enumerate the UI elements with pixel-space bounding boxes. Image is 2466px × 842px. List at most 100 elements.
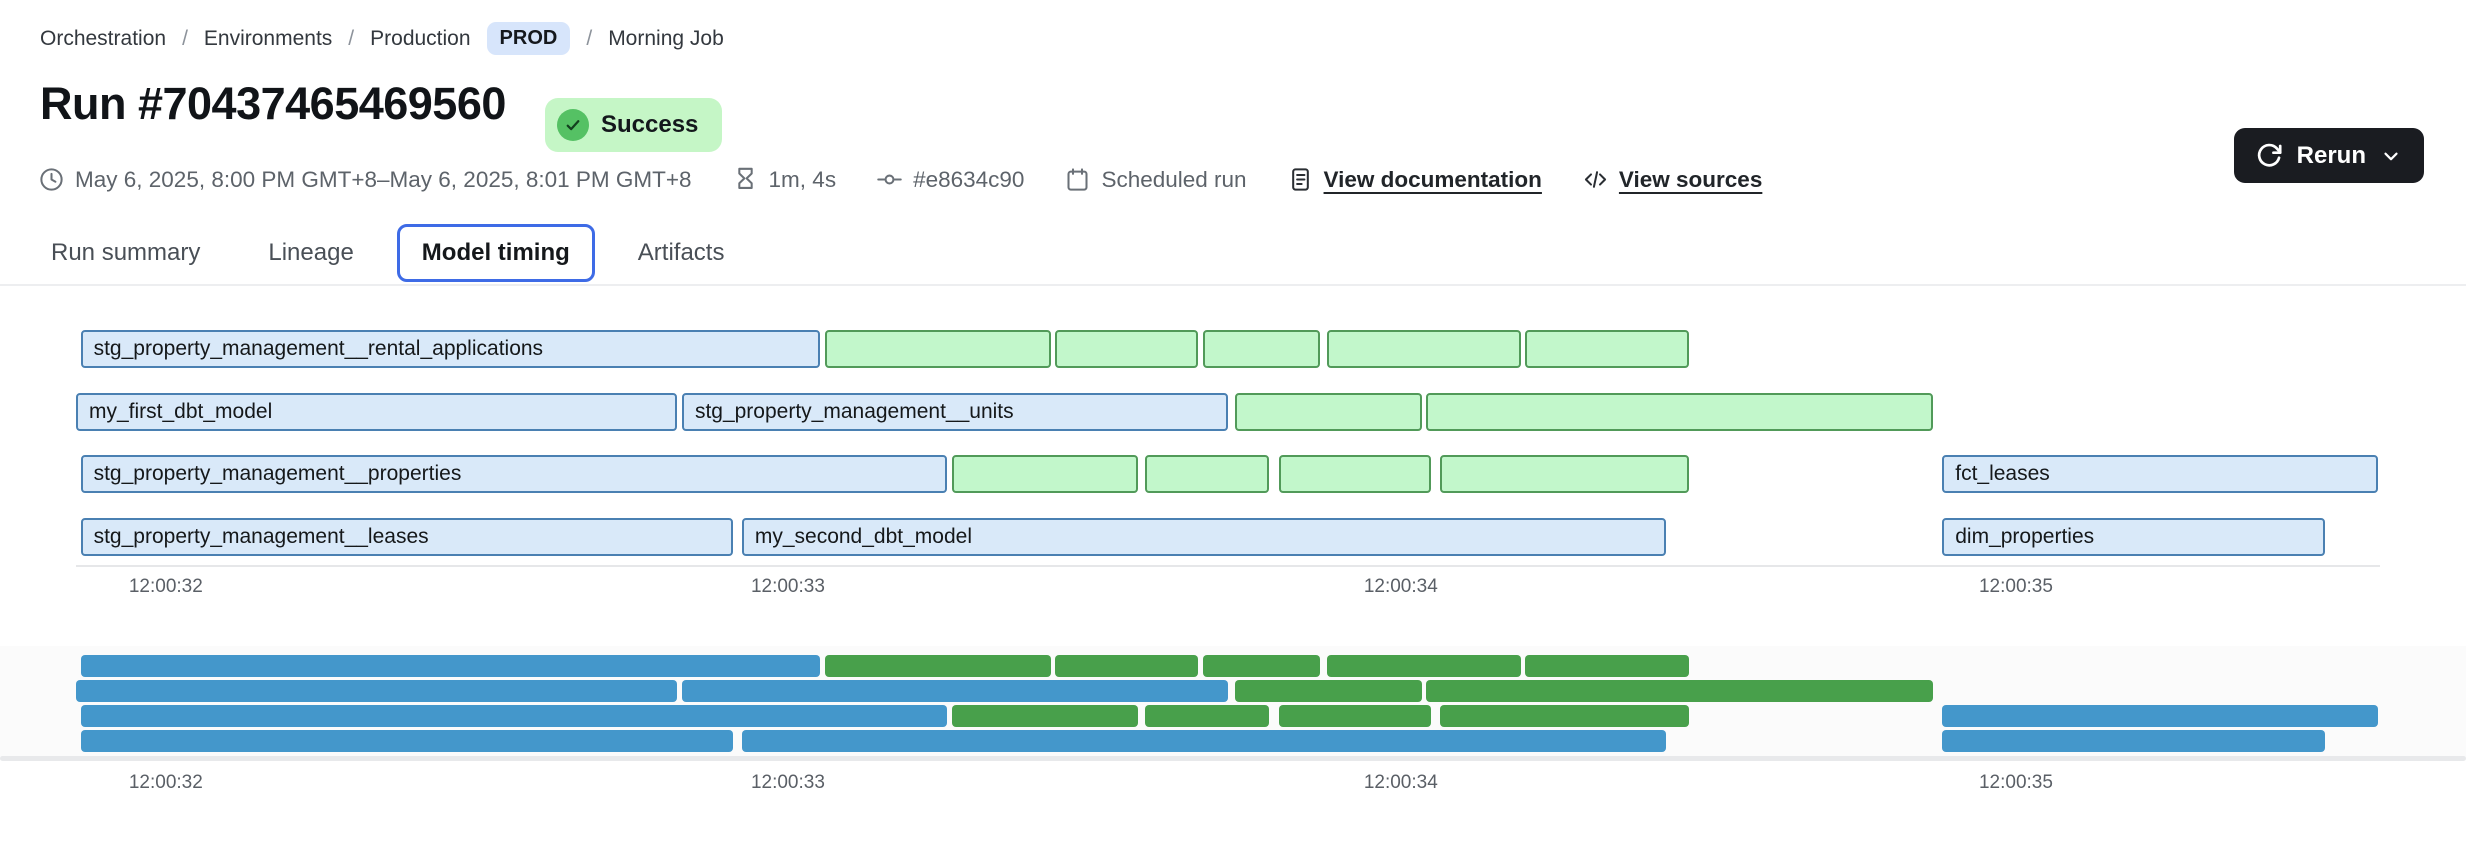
breadcrumb-environments[interactable]: Environments xyxy=(203,26,333,50)
gantt-bar-label: my_second_dbt_model xyxy=(754,524,972,548)
view-documentation-link[interactable]: View documentation xyxy=(1323,166,1542,192)
gantt-row xyxy=(76,655,2380,677)
gantt-bar-segment[interactable] xyxy=(951,705,1139,727)
gantt-bar-segment[interactable] xyxy=(951,455,1139,493)
view-sources-link[interactable]: View sources xyxy=(1618,166,1763,192)
axis-tick-label: 12:00:33 xyxy=(750,576,825,597)
run-trigger-label: Scheduled run xyxy=(1101,166,1247,192)
env-badge: PROD xyxy=(486,22,571,55)
gantt-bar-label: stg_property_management__rental_applicat… xyxy=(93,337,544,360)
gantt-bar-fct_leases[interactable]: fct_leases xyxy=(1942,455,2378,493)
gantt-bar-stg_property_management__rental_applications[interactable]: stg_property_management__rental_applicat… xyxy=(80,330,821,368)
run-time-range-label: May 6, 2025, 8:00 PM GMT+8–May 6, 2025, … xyxy=(75,166,692,192)
x-axis-line xyxy=(76,565,2380,567)
gantt-bar-dim_properties[interactable]: dim_properties xyxy=(1942,517,2325,556)
axis-tick-label: 12:00:32 xyxy=(128,576,203,597)
axis-tick-label: 12:00:34 xyxy=(1363,576,1438,597)
gantt-bar-segment[interactable] xyxy=(1439,455,1689,493)
gantt-row: stg_property_management__leases my_second… xyxy=(76,517,2380,556)
model-timing-chart: stg_property_management__rental_applicat… xyxy=(76,330,2380,810)
gantt-bar-label: dim_properties xyxy=(1955,524,2095,548)
axis-tick-label: 12:00:33 xyxy=(750,772,825,793)
gantt-bar-segment[interactable] xyxy=(1278,455,1431,493)
run-meta: May 6, 2025, 8:00 PM GMT+8–May 6, 2025, … xyxy=(38,166,1762,193)
gantt-bar-segment[interactable] xyxy=(1327,655,1521,677)
x-axis-minimap: 12:00:32 12:00:33 12:00:34 12:00:35 xyxy=(76,772,2380,796)
x-axis-detail: 12:00:32 12:00:33 12:00:34 12:00:35 xyxy=(76,576,2380,600)
gantt-bar-label: stg_property_management__properties xyxy=(93,462,462,485)
rerun-button-label: Rerun xyxy=(2296,141,2366,169)
breadcrumb: Orchestration / Environments / Productio… xyxy=(40,22,724,55)
breadcrumb-separator: / xyxy=(182,26,188,50)
gantt-bar-stg_property_management__properties[interactable] xyxy=(80,705,947,727)
gantt-bar-segment[interactable] xyxy=(1525,655,1689,677)
run-duration-label: 1m, 4s xyxy=(768,166,837,192)
chevron-down-icon[interactable] xyxy=(2380,145,2402,167)
refresh-icon xyxy=(2257,143,2282,167)
gantt-bar-my_second_dbt_model[interactable] xyxy=(741,730,1666,752)
rerun-button[interactable]: Rerun xyxy=(2233,128,2424,183)
status-badge: Success xyxy=(545,98,723,152)
gantt-bar-fct_leases[interactable] xyxy=(1942,705,2378,727)
gantt-bar-segment[interactable] xyxy=(1439,705,1689,727)
gantt-bar-stg_property_management__properties[interactable]: stg_property_management__properties xyxy=(80,455,947,493)
page-title: Run #70437465469560 xyxy=(40,78,506,129)
gantt-bar-my_second_dbt_model[interactable]: my_second_dbt_model xyxy=(741,517,1666,556)
tab-artifacts[interactable]: Artifacts xyxy=(613,224,750,282)
gantt-bar-segment[interactable] xyxy=(1055,330,1199,368)
gantt-bar-stg_property_management__units[interactable]: stg_property_management__units xyxy=(681,392,1228,431)
gantt-bar-stg_property_management__leases[interactable] xyxy=(80,730,733,752)
gantt-bar-segment[interactable] xyxy=(1202,330,1321,368)
gantt-bar-segment[interactable] xyxy=(824,330,1051,368)
breadcrumb-separator: / xyxy=(586,26,593,50)
gantt-row: my_first_dbt_model stg_property_managemen… xyxy=(76,392,2380,431)
tab-bar: Run summary Lineage Model timing Artifac… xyxy=(26,224,749,282)
tab-lineage[interactable]: Lineage xyxy=(243,224,378,282)
gantt-bar-segment[interactable] xyxy=(1278,705,1431,727)
gantt-bar-segment[interactable] xyxy=(1145,455,1270,493)
gantt-row: stg_property_management__properties fct_l… xyxy=(76,455,2380,493)
run-commit: #e8634c90 xyxy=(876,166,1024,193)
gantt-bar-segment[interactable] xyxy=(1525,330,1689,368)
run-trigger: Scheduled run xyxy=(1064,166,1247,193)
run-commit-label: #e8634c90 xyxy=(913,166,1025,192)
gantt-bar-dim_properties[interactable] xyxy=(1942,730,2325,752)
gantt-bar-segment[interactable] xyxy=(1426,680,1934,702)
status-badge-label: Success xyxy=(601,111,699,138)
tabs-divider xyxy=(0,284,2466,286)
gantt-bar-segment[interactable] xyxy=(1426,392,1934,431)
tab-model-timing[interactable]: Model timing xyxy=(396,224,595,282)
tab-run-summary[interactable]: Run summary xyxy=(26,224,225,282)
gantt-bar-label: fct_leases xyxy=(1955,462,2050,485)
axis-tick-label: 12:00:35 xyxy=(1978,576,2053,597)
view-sources: View sources xyxy=(1582,166,1762,193)
hourglass-icon xyxy=(737,167,753,189)
gantt-row xyxy=(76,730,2380,752)
commit-icon xyxy=(877,174,902,185)
clock-icon xyxy=(40,168,63,191)
gantt-row xyxy=(76,680,2380,702)
run-time-range: May 6, 2025, 8:00 PM GMT+8–May 6, 2025, … xyxy=(38,166,692,193)
gantt-bar-stg_property_management__rental_applications[interactable] xyxy=(80,655,821,677)
gantt-bar-segment[interactable] xyxy=(1234,392,1422,431)
breadcrumb-morning-job[interactable]: Morning Job xyxy=(608,26,724,50)
breadcrumb-production[interactable]: Production xyxy=(370,26,471,50)
axis-tick-label: 12:00:32 xyxy=(128,772,203,793)
gantt-bar-my_first_dbt_model[interactable] xyxy=(76,680,678,702)
calendar-icon xyxy=(1067,168,1088,191)
gantt-row xyxy=(76,705,2380,727)
axis-tick-label: 12:00:35 xyxy=(1978,772,2053,793)
breadcrumb-orchestration[interactable]: Orchestration xyxy=(40,26,167,50)
gantt-row: stg_property_management__rental_applicat… xyxy=(76,330,2380,368)
gantt-bar-stg_property_management__leases[interactable]: stg_property_management__leases xyxy=(80,517,733,556)
check-icon xyxy=(557,109,589,141)
gantt-bar-stg_property_management__units[interactable] xyxy=(681,680,1228,702)
gantt-bar-segment[interactable] xyxy=(1327,330,1521,368)
gantt-bar-segment[interactable] xyxy=(1055,655,1199,677)
gantt-bar-my_first_dbt_model[interactable]: my_first_dbt_model xyxy=(76,392,678,431)
gantt-bar-segment[interactable] xyxy=(1145,705,1270,727)
gantt-bar-segment[interactable] xyxy=(1234,680,1422,702)
gantt-bar-segment[interactable] xyxy=(1202,655,1321,677)
gantt-bar-segment[interactable] xyxy=(824,655,1051,677)
